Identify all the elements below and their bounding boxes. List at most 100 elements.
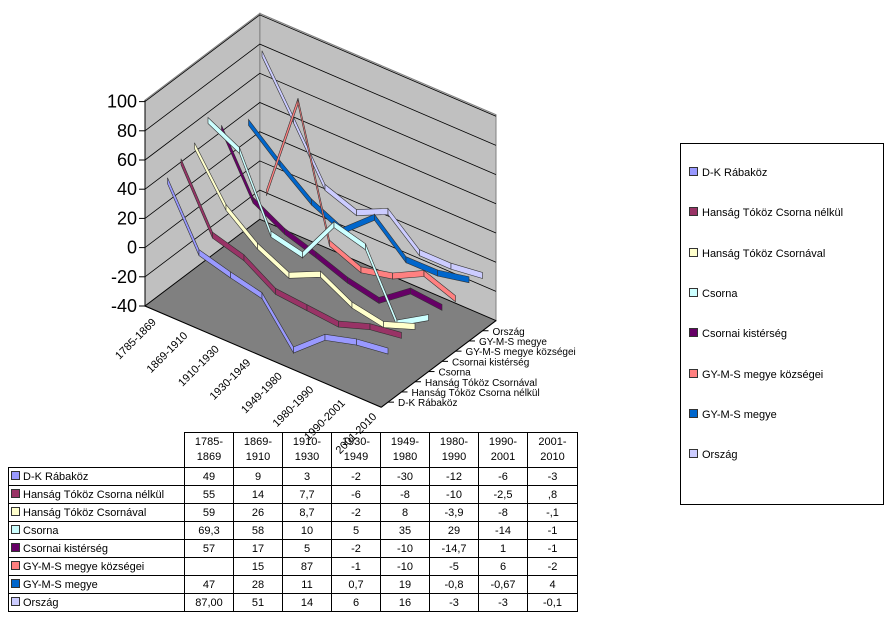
table-cell: -,1 <box>527 503 578 522</box>
table-cell: -0,67 <box>478 575 528 594</box>
legend-swatch <box>689 167 698 176</box>
chart-gridline <box>144 218 497 321</box>
series-segment <box>410 287 443 311</box>
table-cell: 57 <box>184 539 234 558</box>
depth-axis-line <box>380 320 497 408</box>
table-cell: -14 <box>478 521 528 540</box>
depth-tick-label: GY-M-S megye <box>479 337 547 348</box>
table-cell: 55 <box>184 485 234 504</box>
table-cell: 5 <box>331 521 381 540</box>
x-tick-label: 1910-1930 <box>176 343 222 389</box>
table-cell: 29 <box>429 521 479 540</box>
legend-swatch <box>689 247 698 257</box>
table-row-label: Csorna <box>8 521 185 540</box>
legend-key-swatch <box>11 470 20 480</box>
table-row: D-K Rábaköz 49 9 3 -2 -30 -12 -6 -3 <box>8 467 578 486</box>
table-cell: -0,1 <box>527 593 578 612</box>
legend-key-swatch <box>11 488 20 498</box>
chart-axes <box>139 100 497 408</box>
table-row-label: Ország <box>8 593 185 612</box>
table-row: Hanság Tóköz Csorna nélkül 55 14 7,7 -6 -8 -10… <box>8 485 578 504</box>
table-cell: 6 <box>331 593 381 612</box>
legend-label: Hanság Tóköz Csorna nélkül <box>702 207 844 220</box>
legend-key-swatch <box>11 542 20 552</box>
depth-tick-label: GY-M-S megye községei <box>466 347 576 358</box>
y-tick-label: 0 <box>127 238 137 258</box>
table-cell: -3 <box>429 593 479 612</box>
table-cell: 8,7 <box>282 503 332 522</box>
series-segment <box>356 208 389 216</box>
table-row-label: D-K Rábaköz <box>8 467 185 486</box>
table-cell: -10 <box>380 539 430 558</box>
legend-label: Hanság Tóköz Csornával <box>702 247 826 260</box>
depth-tick-label: Csornai kistérség <box>452 357 529 368</box>
table-cell: 51 <box>233 593 283 612</box>
table-cell: 3 <box>282 467 332 486</box>
table-cell: -10 <box>380 557 430 576</box>
table-cell: -8 <box>380 485 430 504</box>
table-cell: 8 <box>380 503 430 522</box>
chart-gridline <box>144 131 497 234</box>
legend-swatch <box>689 287 698 297</box>
table-header-cell: 1910- 1930 <box>282 432 332 468</box>
table-cell: -2 <box>527 557 578 576</box>
table-row: Csornai kistérség 57 17 5 -2 -10 -14,7 1 -1 <box>8 539 578 558</box>
table-cell: 1 <box>478 539 528 558</box>
y-tick-label: 60 <box>117 150 137 170</box>
table-corner <box>8 432 185 468</box>
legend-label: GY-M-S megye községei <box>702 368 824 381</box>
table-row: Ország 87,00 51 14 6 16 -3 -3 -0,1 <box>8 593 578 612</box>
table-row: Csorna 69,3 58 10 5 35 29 -14 -1 <box>8 521 578 540</box>
table-cell: -3 <box>478 593 528 612</box>
depth-tick-label: D-K Rábaköz <box>398 398 457 409</box>
table-header-cell: 1949- 1980 <box>380 432 430 468</box>
table-cell: 0,7 <box>331 575 381 594</box>
y-tick-label: 80 <box>117 121 137 141</box>
table-header-cell: 1869- 1910 <box>233 432 283 468</box>
y-tick-label: 100 <box>107 92 137 112</box>
legend-key-swatch <box>11 578 20 588</box>
depth-tick-label: Ország <box>493 327 525 338</box>
table-cell: -0,8 <box>429 575 479 594</box>
legend-item: Hanság Tóköz Csornával <box>689 247 825 261</box>
table-cell: 9 <box>233 467 283 486</box>
table-row: GY-M-S megye községei 15 87 -1 -10 -5 6 -2 <box>8 557 578 576</box>
table-cell: 47 <box>184 575 234 594</box>
depth-tick-label: Hanság Tóköz Csorna nélkül <box>412 388 540 399</box>
table-cell: -6 <box>478 467 528 486</box>
x-tick-label: 1949-1980 <box>239 370 285 416</box>
table-cell: -5 <box>429 557 479 576</box>
table-cell: 4 <box>527 575 578 594</box>
table-cell: -10 <box>429 485 479 504</box>
legend-item: Hanság Tóköz Csorna nélkül <box>689 206 843 220</box>
legend-key-swatch <box>11 524 20 534</box>
table-cell: 87 <box>282 557 332 576</box>
legend-key-swatch <box>11 506 20 516</box>
legend-item: D-K Rábaköz <box>689 166 767 180</box>
series-ribbon <box>207 116 429 327</box>
table-cell: -3 <box>527 467 578 486</box>
table-cell: -1 <box>527 521 578 540</box>
table-cell: 14 <box>282 593 332 612</box>
table-cell: -2,5 <box>478 485 528 504</box>
chart-legend: D-K Rábaköz Hanság Tóköz Csorna nélkül Han… <box>680 143 884 505</box>
legend-swatch <box>689 408 698 418</box>
chart-gridline <box>144 14 497 117</box>
table-cell <box>184 557 234 576</box>
table-cell: -8 <box>478 503 528 522</box>
table-header-row: 1785- 1869 1869- 1910 1910- 1930 1930- 1949 1949… <box>8 432 578 468</box>
table-cell: 17 <box>233 539 283 558</box>
table-cell: -1 <box>331 557 381 576</box>
table-header-cell: 1785- 1869 <box>184 432 234 468</box>
depth-tick-label: Hanság Tóköz Csornával <box>425 378 537 389</box>
table-cell: -1 <box>527 539 578 558</box>
x-axis-line <box>144 305 382 408</box>
x-tick-label: 1980-1990 <box>271 384 317 430</box>
table-cell: -14,7 <box>429 539 479 558</box>
table-row-label: Hanság Tóköz Csornával <box>8 503 185 522</box>
y-tick-label: -40 <box>111 296 137 316</box>
table-cell: 49 <box>184 467 234 486</box>
table-cell: 69,3 <box>184 521 234 540</box>
table-row: GY-M-S megye 47 28 11 0,7 19 -0,8 -0,67 4 <box>8 575 578 594</box>
